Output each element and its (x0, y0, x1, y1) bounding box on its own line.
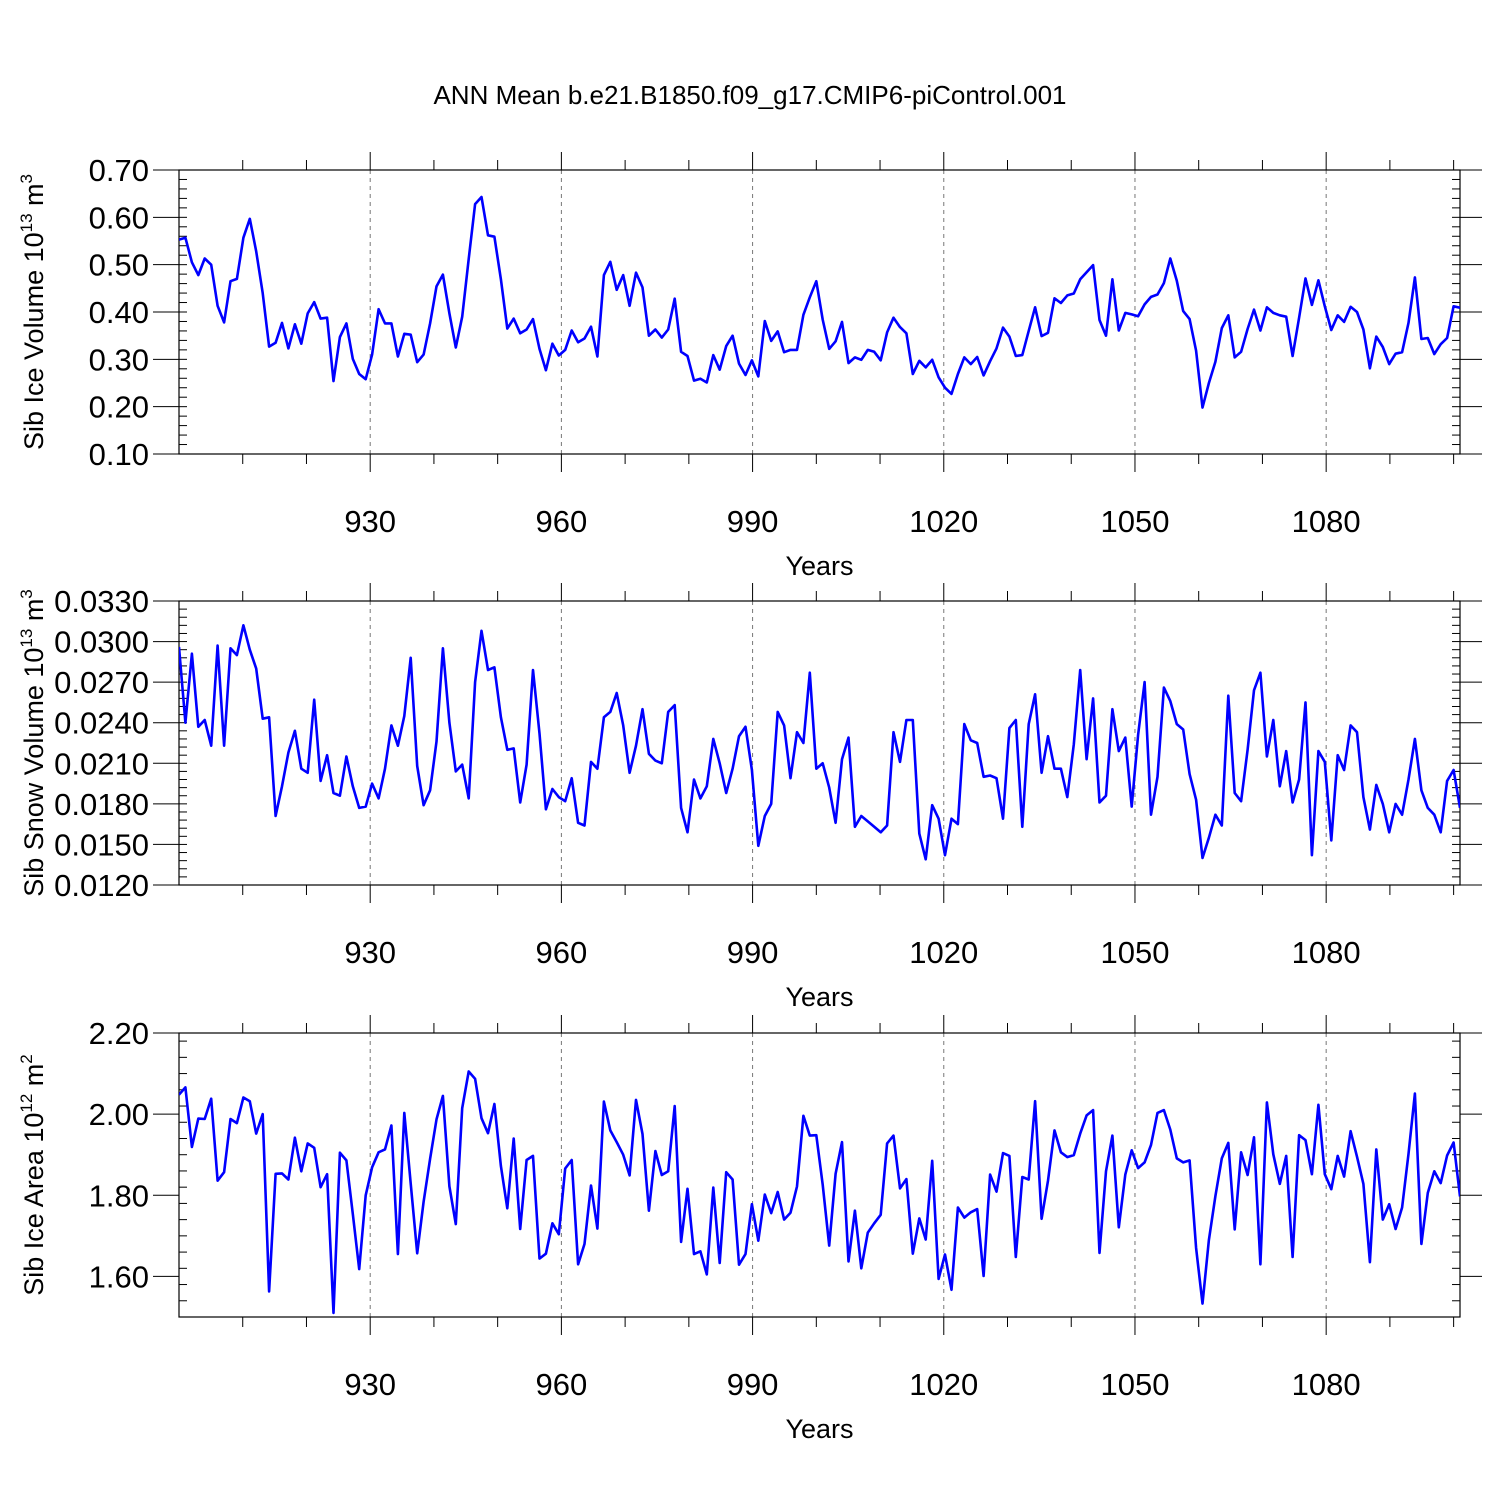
y-axis-label-part: 12 (17, 1094, 36, 1113)
y-axis-label: Sib Snow Volume 1013 m3 (17, 589, 49, 897)
x-tick-label: 930 (344, 1367, 396, 1402)
x-tick-label: 990 (727, 1367, 779, 1402)
y-tick-label: 2.20 (89, 1016, 149, 1051)
chart-panel-1: 0.10 0.20 0.30 0.40 0.50 0.60 0.70 930 960 990 102… (17, 152, 1482, 581)
series-line (179, 1070, 1460, 1315)
x-tick-label: 990 (727, 935, 779, 970)
chart-panel-3: 1.60 1.80 2.00 2.20 930 960 990 1020 1050 1080 Yea… (17, 1015, 1482, 1444)
y-axis-label-part: m (19, 1064, 49, 1094)
y-axis-label: Sib Ice Area 1012 m2 (17, 1054, 49, 1296)
x-tick-label: 930 (344, 935, 396, 970)
y-tick-label: 1.80 (89, 1178, 149, 1213)
x-axis-label: Years (785, 982, 853, 1012)
y-axis-label-part: m (19, 599, 49, 629)
y-tick-label: 0.20 (89, 390, 149, 425)
y-tick-label: 0.0300 (54, 625, 149, 660)
y-axis-label-part: m (19, 183, 49, 213)
plot-frame (178, 600, 1461, 886)
x-axis-label: Years (785, 551, 853, 581)
y-tick-label: 0.0120 (54, 868, 149, 903)
x-tick-label: 960 (536, 1367, 588, 1402)
y-axis-label-part: Sib Ice Area 10 (19, 1113, 49, 1296)
chart-panel-2: 0.0120 0.0150 0.0180 0.0210 0.0240 0.0270 0.03… (17, 583, 1482, 1012)
y-tick-label: 0.70 (89, 153, 149, 188)
y-axis-label: Sib Ice Volume 1013 m3 (17, 174, 49, 450)
x-tick-label: 1020 (909, 504, 978, 539)
y-tick-label: 0.0330 (54, 584, 149, 619)
y-tick-label: 0.60 (89, 200, 149, 235)
figure-title: ANN Mean b.e21.B1850.f09_g17.CMIP6-piCon… (433, 80, 1067, 110)
plot-frame (178, 1032, 1461, 1318)
plot-frame (178, 169, 1461, 455)
series-line (179, 195, 1460, 409)
y-axis-label-part: Sib Snow Volume 10 (19, 648, 49, 897)
x-tick-label: 1050 (1100, 935, 1169, 970)
y-tick-label: 0.0270 (54, 665, 149, 700)
y-axis-label-part: 3 (17, 589, 36, 598)
x-tick-label: 960 (536, 504, 588, 539)
y-axis-label-part: 13 (17, 629, 36, 648)
x-tick-label: 930 (344, 504, 396, 539)
x-axis-label: Years (785, 1414, 853, 1444)
y-axis-label-part: 2 (17, 1054, 36, 1063)
y-tick-label: 1.60 (89, 1259, 149, 1294)
y-tick-label: 2.00 (89, 1097, 149, 1132)
x-tick-label: 1080 (1292, 1367, 1361, 1402)
y-axis-label-part: 13 (17, 213, 36, 232)
y-tick-label: 0.50 (89, 248, 149, 283)
y-tick-label: 0.0180 (54, 787, 149, 822)
y-tick-label: 0.40 (89, 295, 149, 330)
y-tick-label: 0.0150 (54, 827, 149, 862)
x-tick-label: 990 (727, 504, 779, 539)
y-tick-label: 0.30 (89, 342, 149, 377)
x-tick-label: 960 (536, 935, 588, 970)
series-line (179, 623, 1460, 861)
x-tick-label: 1020 (909, 935, 978, 970)
y-axis-label-part: Sib Ice Volume 10 (19, 232, 49, 450)
x-tick-label: 1080 (1292, 935, 1361, 970)
x-tick-label: 1020 (909, 1367, 978, 1402)
y-tick-label: 0.0240 (54, 706, 149, 741)
y-tick-label: 0.10 (89, 437, 149, 472)
x-tick-label: 1050 (1100, 1367, 1169, 1402)
y-axis-label-part: 3 (17, 174, 36, 183)
x-tick-label: 1050 (1100, 504, 1169, 539)
x-tick-label: 1080 (1292, 504, 1361, 539)
y-tick-label: 0.0210 (54, 746, 149, 781)
